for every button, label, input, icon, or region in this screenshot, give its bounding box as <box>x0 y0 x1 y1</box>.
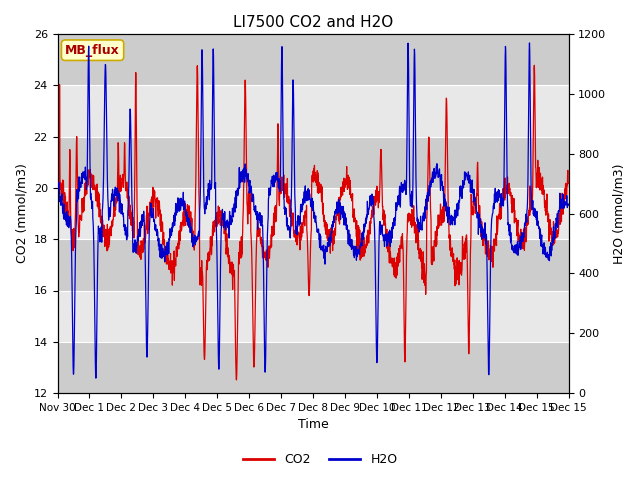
Bar <box>58 342 568 393</box>
Legend: CO2, H2O: CO2, H2O <box>237 448 403 471</box>
Title: LI7500 CO2 and H2O: LI7500 CO2 and H2O <box>233 15 393 30</box>
Bar <box>58 188 568 239</box>
X-axis label: Time: Time <box>298 419 328 432</box>
Bar <box>58 85 568 137</box>
Bar <box>58 290 568 342</box>
Text: MB_flux: MB_flux <box>65 44 120 57</box>
Y-axis label: CO2 (mmol/m3): CO2 (mmol/m3) <box>15 164 28 264</box>
Bar <box>58 137 568 188</box>
Bar <box>58 34 568 85</box>
Bar <box>58 239 568 290</box>
Y-axis label: H2O (mmol/m3): H2O (mmol/m3) <box>612 163 625 264</box>
